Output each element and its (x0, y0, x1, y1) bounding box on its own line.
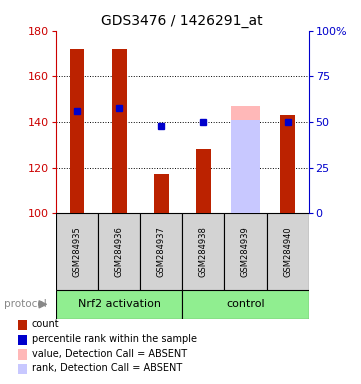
Text: GSM284938: GSM284938 (199, 226, 208, 277)
Text: GSM284936: GSM284936 (115, 226, 123, 277)
Text: count: count (32, 319, 60, 329)
Bar (112, 49, 126, 213)
Title: GDS3476 / 1426291_at: GDS3476 / 1426291_at (101, 14, 263, 28)
Text: GSM284937: GSM284937 (157, 226, 166, 277)
Bar (98, 213, 140, 290)
Bar (154, 174, 169, 213)
Text: GSM284935: GSM284935 (73, 226, 82, 277)
Bar (266, 213, 309, 290)
Bar (56, 213, 98, 290)
Bar (70, 49, 84, 213)
Bar (182, 213, 225, 290)
Text: rank, Detection Call = ABSENT: rank, Detection Call = ABSENT (32, 363, 182, 373)
Bar (231, 106, 260, 213)
Bar (182, 290, 309, 319)
Bar (280, 115, 295, 213)
Text: GSM284939: GSM284939 (241, 226, 250, 277)
Bar (140, 213, 182, 290)
Bar (231, 120, 260, 213)
Text: control: control (226, 299, 265, 310)
Text: percentile rank within the sample: percentile rank within the sample (32, 334, 197, 344)
Bar (196, 149, 211, 213)
Text: Nrf2 activation: Nrf2 activation (78, 299, 161, 310)
Bar (225, 213, 266, 290)
Bar (56, 290, 182, 319)
Text: value, Detection Call = ABSENT: value, Detection Call = ABSENT (32, 349, 187, 359)
Text: GSM284940: GSM284940 (283, 226, 292, 277)
Text: protocol: protocol (4, 299, 46, 310)
